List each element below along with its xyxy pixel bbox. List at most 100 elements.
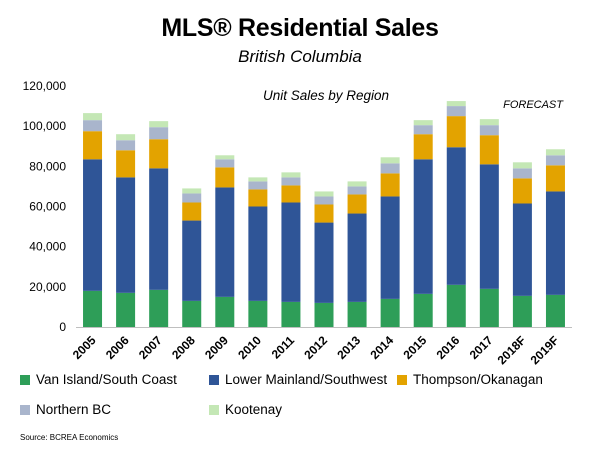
bar-segment [347,186,367,195]
bar-segment [182,193,202,203]
legend-item: Van Island/South Coast [20,372,177,387]
legend-swatch [209,404,219,415]
bar-segment [281,185,301,203]
x-tick-label: 2015 [401,333,430,362]
bar-segment [281,172,301,178]
inner-title: Unit Sales by Region [263,88,389,103]
bar-segment [446,101,466,107]
y-tick-label: 40,000 [29,240,66,254]
bar-segment [446,116,466,148]
x-tick-label: 2014 [367,333,396,362]
bar-segment [314,204,334,223]
x-tick-label: 2007 [136,333,165,362]
legend-label: Northern BC [36,402,112,417]
bar-segment [446,106,466,117]
source-note: Source: BCREA Economics [20,433,119,442]
bar-segment [314,222,334,303]
x-tick-label: 2009 [202,333,231,362]
bar-segment [479,119,499,126]
x-tick-label: 2019F [528,333,562,367]
bar-segment [83,131,103,160]
bar-segment [281,177,301,186]
x-tick-label: 2017 [467,333,496,362]
x-tick-label: 2012 [301,333,330,362]
bar-segment [215,187,235,297]
bar-segment [149,127,169,140]
x-tick-label: 2008 [169,333,198,362]
legend-swatch [397,374,407,385]
bar-segment [545,165,565,192]
bar-segment [314,196,334,205]
y-tick-label: 120,000 [23,79,67,93]
legend-label: Van Island/South Coast [36,372,177,387]
bar-segment [116,292,136,327]
bar-segment [512,162,532,169]
bar-segment [380,157,400,164]
bar-segment [479,135,499,165]
bar-segment [248,206,268,301]
x-tick-label: 2016 [434,333,463,362]
x-tick-label: 2006 [103,333,132,362]
bar-segment [215,155,235,160]
bar-segment [347,181,367,187]
bar-segment [479,288,499,327]
bar-segment [116,134,136,141]
bar-segment [446,284,466,327]
bar-segment [380,173,400,197]
legend-label: Kootenay [225,402,283,417]
legend-item: Northern BC [20,402,111,417]
bar-segment [512,203,532,296]
x-tick-label: 2013 [334,333,363,362]
y-tick-label: 100,000 [23,119,67,133]
bar-segment [83,120,103,132]
bar-segment [149,289,169,327]
bar-segment [215,167,235,188]
bar-segment [380,196,400,299]
bar-segment [281,202,301,302]
bar-segment [116,177,136,293]
bar-segment [149,139,169,169]
y-tick-label: 0 [59,320,66,334]
chart-title: MLS® Residential Sales [161,14,439,42]
bar-segment [182,188,202,194]
bar-segment [215,296,235,327]
bar-segment [512,178,532,204]
bar-segment [248,177,268,182]
bar-segment [545,191,565,295]
legend-swatch [209,374,219,385]
bar-segment [116,150,136,178]
bar-segment [83,159,103,291]
bar-segment [314,191,334,197]
bar-segment [479,164,499,289]
legend-label: Lower Mainland/Southwest [225,372,388,387]
bar-segment [413,134,433,160]
bar-segment [545,149,565,156]
bar-segment [413,125,433,135]
bar-segment [149,168,169,290]
bar-segment [512,168,532,179]
x-tick-label: 2018F [495,333,529,367]
bar-segment [446,147,466,285]
bar-segment [314,302,334,327]
bar-segment [347,194,367,214]
x-tick-label: 2010 [235,333,264,362]
legend-item: Kootenay [209,402,282,417]
bar-segment [248,189,268,207]
bar-segment [83,113,103,121]
bar-segment [347,213,367,302]
bar-segment [215,159,235,168]
bar-segment [380,298,400,327]
bar-segment [182,300,202,327]
legend-swatch [20,404,30,415]
legend-item: Thompson/Okanagan [397,372,543,387]
x-tick-label: 2011 [269,333,298,362]
bar-segment [545,294,565,327]
x-tick-label: 2005 [70,333,99,362]
bar-segment [380,163,400,174]
chart-subtitle: British Columbia [238,47,362,66]
y-tick-label: 80,000 [29,159,66,173]
bar-segment [83,290,103,327]
bar-segment [413,293,433,327]
bar-segment [413,159,433,294]
